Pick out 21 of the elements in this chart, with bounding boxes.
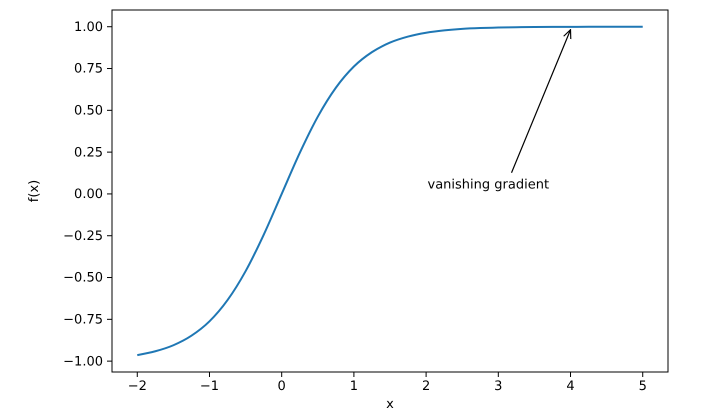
x-tick-label: 5	[638, 379, 647, 394]
y-tick-label: −0.50	[63, 270, 103, 286]
x-tick-label: 1	[350, 379, 358, 394]
y-tick-label: 0.75	[74, 62, 103, 77]
x-tick-label: −1	[200, 379, 220, 394]
x-tick-label: 0	[278, 379, 286, 394]
line-series	[136, 26, 644, 356]
x-tick-label: 2	[422, 379, 430, 394]
x-axis-title: x	[386, 397, 394, 412]
y-tick-label: −0.75	[63, 312, 103, 328]
x-tick-label: 3	[494, 379, 502, 394]
x-tick-label: 4	[566, 379, 575, 394]
x-tick-label: −2	[128, 379, 147, 394]
annotation: vanishing gradient	[428, 178, 550, 193]
y-axis-title: f(x)	[27, 180, 42, 202]
y-tick-label: 0.00	[74, 187, 103, 202]
y-tick-label: 0.25	[74, 145, 103, 160]
y-tick-label: −1.00	[63, 354, 103, 370]
y-tick-label: −0.25	[63, 228, 103, 244]
y-tick-label: 1.00	[74, 20, 103, 35]
y-tick-label: 0.50	[74, 103, 103, 118]
